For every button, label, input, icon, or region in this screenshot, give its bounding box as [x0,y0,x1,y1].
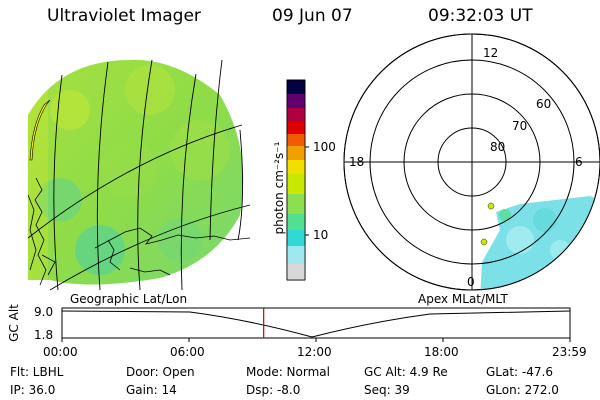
colorbar-tick-100: 100 [313,140,336,154]
time-label: 09:32:03 UT [428,6,533,26]
dsp-info: Dsp: -8.0 [246,383,301,397]
altitude-ytick-low: 1.8 [34,328,54,342]
mlat-label-80: 80 [490,140,506,154]
gain-info: Gain: 14 [126,383,177,397]
glat-info: GLat: -47.6 [486,365,553,379]
mlat-label-70: 70 [512,119,528,133]
date-label: 09 Jun 07 [272,6,353,26]
mlt-label-0: 0 [467,275,475,289]
mlt-label-12: 12 [483,46,499,60]
polar-mlat-mlt-plot [343,33,600,291]
mlt-label-18: 18 [349,155,365,169]
mlat-label-60: 60 [536,97,552,111]
limb-brightening [29,99,51,161]
gc-alt-info: GC Alt: 4.9 Re [364,365,448,379]
geographic-panel-label: Geographic Lat/Lon [70,292,188,306]
geographic-map [27,59,251,291]
colorbar [286,79,309,281]
altitude-ylabel: GC Alt [7,304,21,342]
time-tick: 06:00 [170,345,205,359]
time-tick: 12:00 [297,345,332,359]
altitude-plot [61,307,571,342]
colorbar-unit-label: photon cm⁻²s⁻¹ [272,141,286,235]
time-tick: 23:59 [552,345,587,359]
filter-info: Flt: LBHL [10,365,64,379]
altitude-curve [61,310,571,338]
polar-panel-label: Apex MLat/MLT [418,292,508,306]
mlt-label-6: 6 [575,155,583,169]
polar-emission-patch [480,196,600,290]
door-info: Door: Open [126,365,195,379]
ip-info: IP: 36.0 [10,383,56,397]
mode-info: Mode: Normal [246,365,330,379]
colorbar-tick-10: 10 [313,228,329,242]
glon-info: GLon: 272.0 [486,383,559,397]
seq-info: Seq: 39 [364,383,410,397]
instrument-title: Ultraviolet Imager [47,6,201,26]
altitude-ytick-high: 9.0 [34,305,54,319]
time-tick: 18:00 [424,345,459,359]
time-tick: 00:00 [43,345,78,359]
coastlines [27,177,251,286]
